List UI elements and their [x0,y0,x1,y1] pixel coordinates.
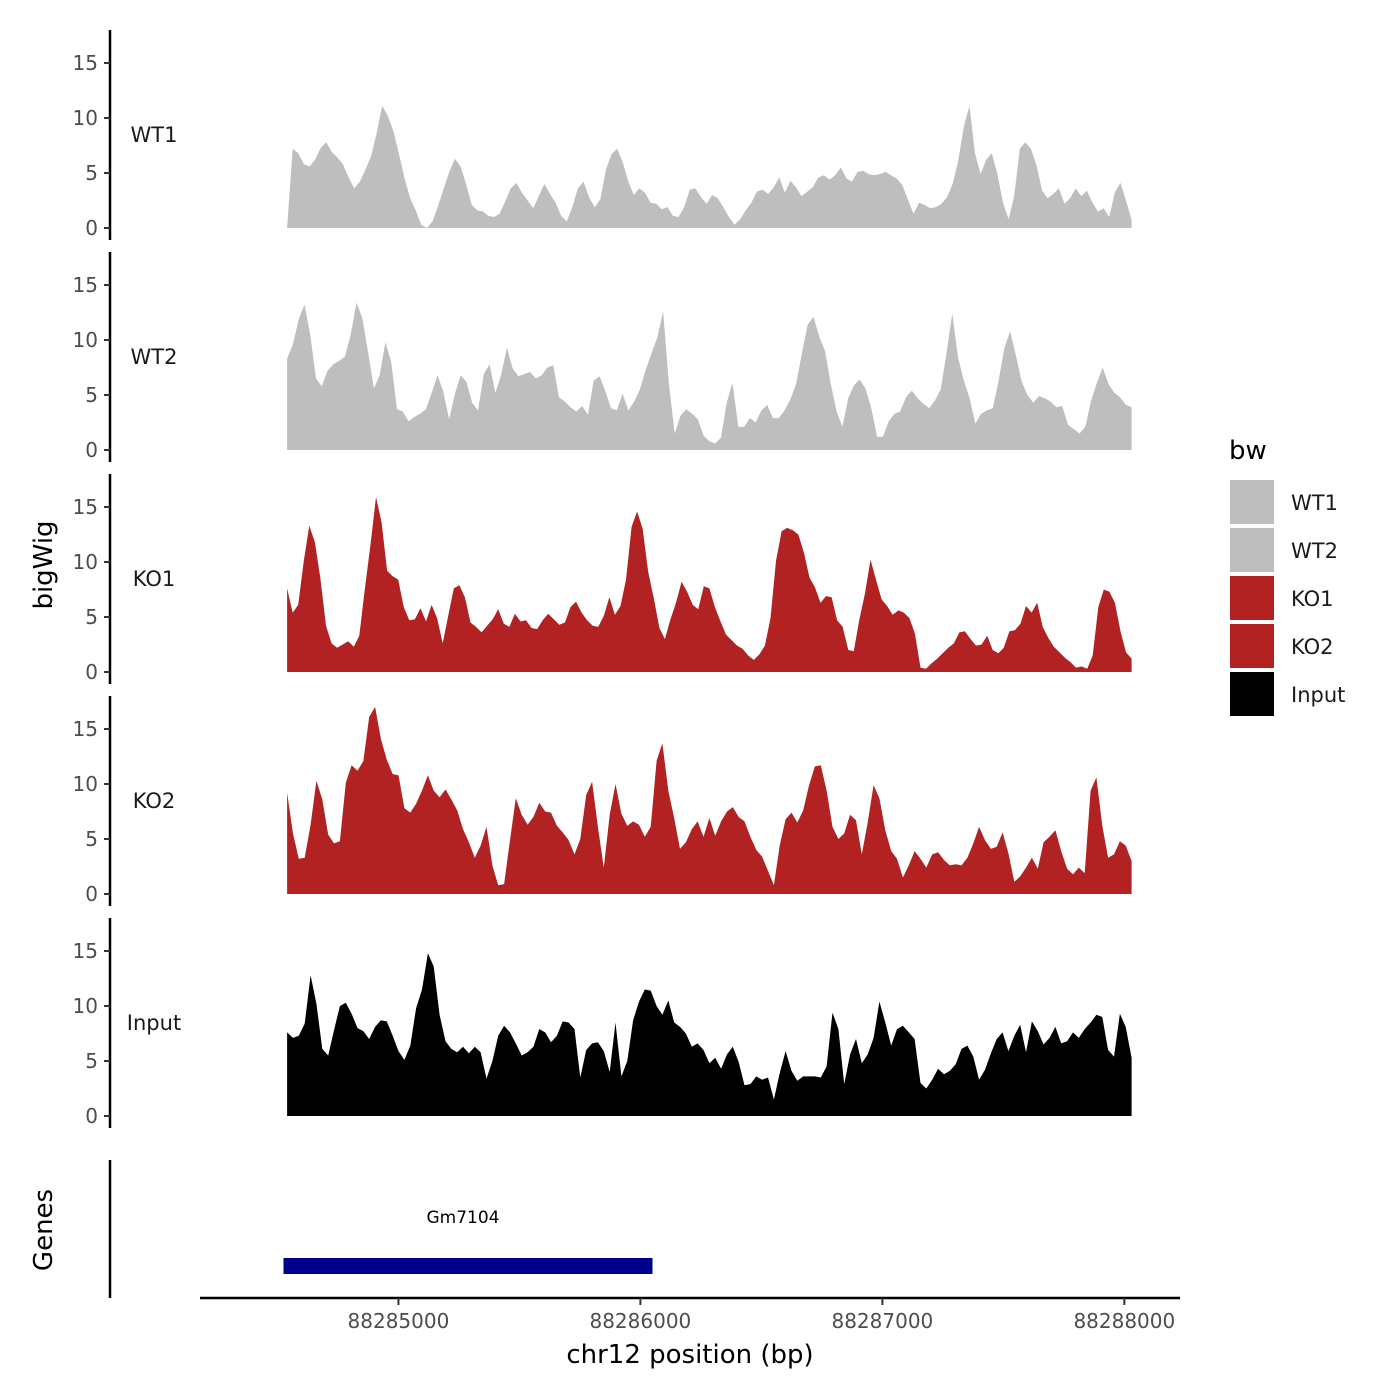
y-axis-title: bigWig [29,520,59,609]
y-tick-label: 5 [85,161,98,185]
x-tick-label: 88286000 [589,1309,691,1333]
legend-swatch [1230,672,1274,716]
y-tick-label: 10 [73,328,98,352]
y-tick-label: 0 [85,438,98,462]
x-tick-label: 88288000 [1073,1309,1175,1333]
legend-swatch [1230,528,1274,572]
x-tick-label: 88285000 [348,1309,450,1333]
track-label: WT1 [131,123,178,147]
y-tick-label: 0 [85,660,98,684]
y-tick-label: 0 [85,1104,98,1128]
area-wt1 [287,105,1132,228]
y-tick-label: 10 [73,106,98,130]
y-tick-label: 10 [73,772,98,796]
area-ko1 [287,497,1132,672]
y-tick-label: 10 [73,550,98,574]
legend-swatch [1230,480,1274,524]
x-axis-title: chr12 position (bp) [566,1340,813,1370]
track-label: KO1 [133,567,176,591]
legend-entry-label: WT1 [1291,491,1338,515]
y-tick-label: 5 [85,383,98,407]
track-ko1: 0 5 10 15 KO1 [73,474,1132,684]
gene-bar [283,1258,653,1274]
track-wt2: 0 5 10 15 WT2 [73,252,1132,462]
track-label: KO2 [133,789,176,813]
genes-panel: Gm7104 [108,1160,653,1298]
y-tick-label: 15 [73,717,98,741]
legend: bw WT1 WT2 KO1 KO2 Input [1229,436,1345,716]
y-tick-label: 5 [85,1049,98,1073]
y-tick-label: 0 [85,882,98,906]
area-input [287,953,1132,1116]
legend-swatch [1230,576,1274,620]
area-wt2 [287,302,1132,450]
legend-entry-label: Input [1291,683,1345,707]
y-tick-label: 0 [85,216,98,240]
y-tick-label: 10 [73,994,98,1018]
legend-entry-label: WT2 [1291,539,1338,563]
legend-entry-label: KO2 [1291,635,1334,659]
x-tick-label: 88287000 [831,1309,933,1333]
track-label: WT2 [131,345,178,369]
y-tick-label: 15 [73,273,98,297]
y-tick-label: 15 [73,51,98,75]
legend-title: bw [1229,436,1267,466]
track-label: Input [127,1011,181,1035]
x-axis: 88285000 88286000 88287000 88288000 [200,1296,1180,1333]
legend-swatch [1230,624,1274,668]
track-wt1: 0 5 10 15 WT1 [73,30,1132,240]
y-tick-label: 15 [73,939,98,963]
tracks-group: 0 5 10 15 WT1 0 5 10 15 WT2 0 5 10 15 KO1 0 5 10 15 KO2 0 5 10… [73,30,1132,1128]
y-tick-label: 5 [85,605,98,629]
y-tick-label: 5 [85,827,98,851]
legend-entry-label: KO1 [1291,587,1334,611]
track-ko2: 0 5 10 15 KO2 [73,696,1132,906]
gene-label: Gm7104 [426,1208,499,1228]
track-input: 0 5 10 15 Input [73,918,1132,1128]
area-ko2 [287,707,1132,894]
genes-axis-title: Genes [29,1189,59,1271]
y-tick-label: 15 [73,495,98,519]
